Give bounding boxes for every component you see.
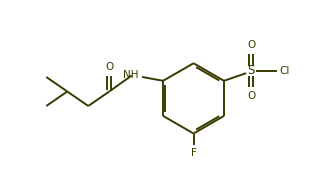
Text: O: O <box>247 40 255 50</box>
Text: NH: NH <box>123 70 138 80</box>
Text: Cl: Cl <box>279 66 290 76</box>
Text: F: F <box>191 148 197 158</box>
Text: O: O <box>247 91 255 101</box>
Text: O: O <box>105 62 113 72</box>
Text: S: S <box>247 64 255 77</box>
